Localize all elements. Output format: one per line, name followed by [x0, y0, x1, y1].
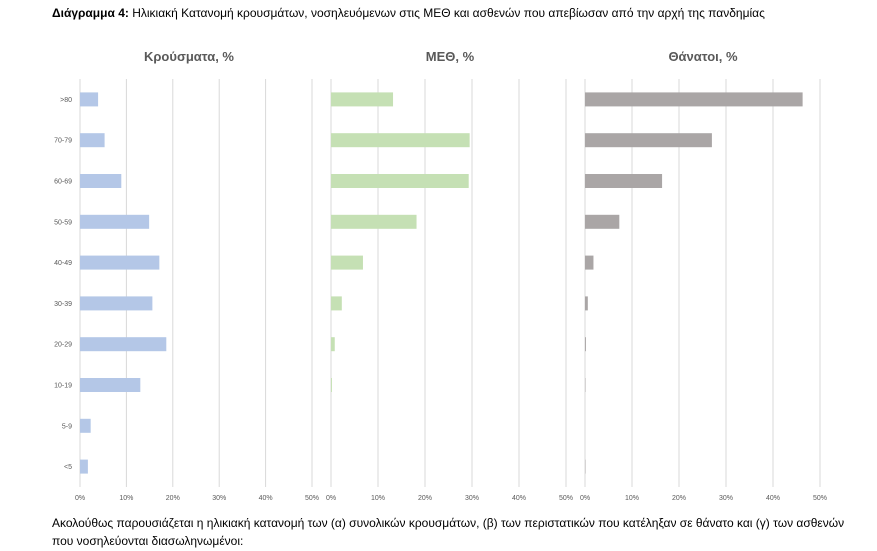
deaths-x-tick-label: 20% [672, 495, 686, 502]
footer-paragraph: Ακολούθως παρουσιάζεται η ηλικιακή καταν… [52, 516, 845, 548]
cases-bar [80, 255, 160, 270]
icu-x-tick-label: 10% [371, 495, 385, 502]
deaths-x-tick-label: 0% [580, 495, 590, 502]
deaths-chart-title: Θάνατοι, % [668, 49, 738, 64]
icu-bar [331, 337, 335, 352]
icu-x-tick-label: 20% [418, 495, 432, 502]
deaths-bar [585, 337, 586, 352]
deaths-bar [585, 92, 803, 107]
cases-bar [80, 214, 150, 229]
cases-x-tick-label: 40% [259, 495, 273, 502]
cases-x-tick-label: 30% [212, 495, 226, 502]
deaths-x-tick-label: 50% [813, 495, 827, 502]
cases-bar [80, 459, 88, 474]
deaths-bar [585, 296, 588, 311]
age-group-label: 60-69 [54, 179, 72, 186]
deaths-bar [585, 174, 663, 188]
icu-x-tick-label: 30% [465, 495, 479, 502]
icu-bar [331, 214, 417, 229]
deaths-x-tick-label: 30% [719, 495, 733, 502]
icu-bar [331, 255, 363, 270]
cases-bar [80, 174, 122, 188]
age-group-label: 40-49 [54, 260, 72, 267]
cases-bar [80, 337, 167, 352]
cases-x-tick-label: 50% [305, 495, 319, 502]
age-group-label: 70-79 [54, 138, 72, 145]
cases-bar [80, 133, 105, 148]
age-distribution-charts: 0% 10% 20% 30% 40% 50% >80 70-79 60-69 50-59 40-49… [54, 79, 827, 502]
deaths-x-tick-label: 40% [766, 495, 780, 502]
age-group-label: >80 [60, 97, 72, 104]
icu-bar [331, 133, 470, 148]
age-group-label: 5-9 [62, 423, 72, 430]
cases-bar [80, 92, 99, 107]
cases-bar [80, 378, 141, 392]
age-group-label: <5 [64, 464, 72, 471]
figure-caption-text: Ηλικιακή Κατανομή κρουσμάτων, νοσηλευόμε… [128, 6, 765, 20]
deaths-bar [585, 214, 620, 229]
icu-bar [331, 92, 394, 107]
deaths-bar [585, 255, 594, 270]
age-group-label: 10-19 [54, 383, 72, 390]
cases-x-tick-label: 0% [75, 495, 85, 502]
deaths-bar [585, 133, 712, 148]
age-group-label: 50-59 [54, 219, 72, 226]
icu-x-tick-label: 0% [326, 495, 336, 502]
figure-caption: Διάγραμμα 4: Ηλικιακή Κατανομή κρουσμάτω… [52, 6, 765, 20]
icu-bar [331, 174, 469, 188]
age-group-label: 30-39 [54, 301, 72, 308]
age-group-label: 20-29 [54, 342, 72, 349]
cases-bar [80, 418, 91, 433]
cases-chart-title: Κρούσματα, % [144, 49, 234, 64]
cases-x-tick-label: 10% [119, 495, 133, 502]
figure-caption-label: Διάγραμμα 4: [52, 6, 129, 20]
cases-bar [80, 296, 153, 311]
icu-bar [331, 296, 342, 311]
cases-x-tick-label: 20% [166, 495, 180, 502]
deaths-x-tick-label: 10% [625, 495, 639, 502]
icu-bar [331, 378, 332, 392]
icu-x-tick-label: 50% [559, 495, 573, 502]
icu-chart-title: ΜΕΘ, % [425, 49, 475, 64]
icu-x-tick-label: 40% [512, 495, 526, 502]
